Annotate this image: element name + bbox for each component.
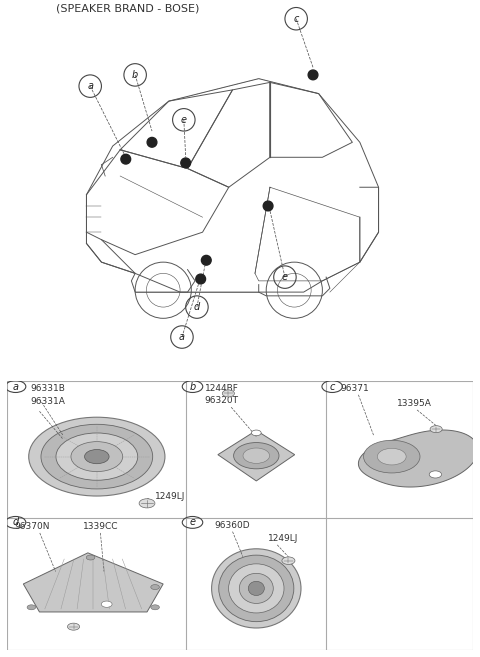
Circle shape	[308, 70, 318, 79]
Text: 96370N: 96370N	[14, 522, 50, 531]
Circle shape	[282, 557, 295, 564]
Text: e: e	[190, 518, 195, 528]
Ellipse shape	[240, 574, 273, 603]
Polygon shape	[218, 430, 295, 481]
Text: d: d	[12, 518, 19, 528]
Text: e: e	[181, 115, 187, 125]
Circle shape	[101, 601, 112, 607]
Text: d: d	[194, 302, 200, 312]
Text: 96331A: 96331A	[31, 397, 65, 406]
Text: 96331B: 96331B	[31, 384, 65, 394]
Text: 96371: 96371	[341, 384, 370, 393]
Polygon shape	[359, 430, 478, 487]
Circle shape	[243, 448, 270, 463]
Ellipse shape	[248, 581, 264, 595]
Circle shape	[121, 154, 131, 164]
Text: c: c	[329, 382, 335, 392]
Circle shape	[139, 499, 155, 508]
Circle shape	[68, 623, 80, 630]
Circle shape	[196, 274, 205, 284]
Text: 1249LJ: 1249LJ	[267, 534, 298, 543]
Text: a: a	[12, 382, 19, 392]
Text: 96320T: 96320T	[204, 396, 239, 405]
Text: 96360D: 96360D	[215, 521, 250, 530]
Ellipse shape	[219, 555, 294, 622]
Circle shape	[86, 555, 95, 560]
Circle shape	[181, 158, 191, 168]
Text: b: b	[132, 70, 138, 80]
Text: 13395A: 13395A	[396, 399, 432, 408]
Text: 1339CC: 1339CC	[83, 522, 118, 531]
Circle shape	[29, 417, 165, 496]
Polygon shape	[24, 553, 163, 612]
Circle shape	[430, 426, 442, 433]
Circle shape	[151, 585, 159, 589]
Text: e: e	[282, 272, 288, 282]
Circle shape	[27, 605, 36, 610]
Circle shape	[84, 449, 109, 464]
Circle shape	[202, 256, 211, 265]
Circle shape	[377, 448, 406, 465]
Text: b: b	[190, 382, 196, 392]
Circle shape	[429, 471, 442, 478]
Text: a: a	[179, 332, 185, 342]
Ellipse shape	[212, 549, 301, 628]
Text: (SPEAKER BRAND - BOSE): (SPEAKER BRAND - BOSE)	[57, 4, 200, 14]
Text: 1244BF: 1244BF	[204, 384, 239, 393]
Circle shape	[71, 442, 123, 472]
Text: c: c	[293, 14, 299, 24]
Circle shape	[263, 201, 273, 211]
Circle shape	[252, 430, 261, 436]
Circle shape	[234, 443, 279, 469]
Circle shape	[41, 424, 153, 489]
Text: 1249LJ: 1249LJ	[156, 491, 186, 501]
Circle shape	[222, 390, 234, 397]
Circle shape	[147, 137, 157, 147]
Text: a: a	[87, 81, 93, 91]
Circle shape	[56, 433, 138, 480]
Circle shape	[151, 605, 159, 610]
Ellipse shape	[228, 564, 284, 613]
Circle shape	[363, 440, 420, 473]
